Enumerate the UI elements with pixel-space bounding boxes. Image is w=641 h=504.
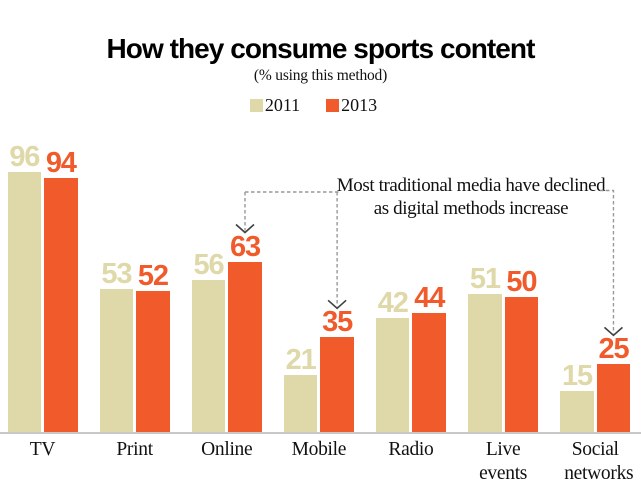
value-label-live-events-2011: 51 <box>469 262 501 295</box>
legend: 2011 2013 <box>0 95 634 116</box>
bar-mobile-2011 <box>283 375 318 432</box>
category-label-radio: Radio <box>388 439 434 460</box>
bar-social-networks-2011 <box>560 391 594 432</box>
bar-mobile-2013 <box>320 337 354 432</box>
value-label-tv-2011: 96 <box>9 141 40 174</box>
value-label-radio-2013: 44 <box>414 281 445 314</box>
annotation: Most traditional media have declined as … <box>336 174 606 220</box>
legend-item-2013: 2013 <box>326 95 377 116</box>
category-label-print: Print <box>116 439 153 460</box>
value-label-tv-2013: 94 <box>45 146 77 179</box>
bar-print-2011 <box>99 288 134 432</box>
bar-online-2011 <box>191 280 226 432</box>
chart-subtitle: (% using this method) <box>253 67 388 84</box>
value-label-social-networks-2013: 25 <box>598 333 630 366</box>
chart-title: How they consume sports content <box>106 33 536 64</box>
category-label-tv: TV <box>29 439 56 460</box>
legend-label-2013: 2013 <box>341 95 378 115</box>
category-label-live-events: Live events <box>479 439 528 484</box>
value-label-mobile-2013: 35 <box>322 306 353 339</box>
legend-swatch-2011 <box>249 99 263 112</box>
value-label-print-2011: 53 <box>101 257 132 290</box>
legend-item-2011: 2011 <box>249 95 301 116</box>
bar-live-events-2013 <box>504 296 539 432</box>
category-label-mobile: Mobile <box>291 439 347 460</box>
value-label-online-2011: 56 <box>193 249 225 282</box>
annotation-line-1: Most traditional media have declined <box>336 175 606 196</box>
value-label-online-2013: 63 <box>230 230 261 263</box>
value-label-social-networks-2011: 15 <box>562 360 593 393</box>
legend-label-2011: 2011 <box>264 95 301 115</box>
value-label-mobile-2011: 21 <box>285 344 317 377</box>
bar-radio-2011 <box>375 318 410 432</box>
value-label-radio-2011: 42 <box>377 287 409 320</box>
bar-radio-2013 <box>412 312 446 432</box>
bar-social-networks-2013 <box>596 364 631 432</box>
annotation-line-2: as digital methods increase <box>373 198 569 219</box>
value-label-live-events-2013: 50 <box>506 265 537 298</box>
bar-tv-2013 <box>44 177 78 432</box>
bar-online-2013 <box>228 261 262 432</box>
category-label-social-networks: Social networks <box>564 439 634 484</box>
bar-tv-2011 <box>7 172 41 432</box>
x-axis-baseline <box>0 432 641 434</box>
legend-swatch-2013 <box>326 99 340 112</box>
bar-live-events-2011 <box>468 293 502 432</box>
category-label-online: Online <box>201 439 253 460</box>
value-label-print-2013: 52 <box>137 260 169 293</box>
bar-print-2013 <box>136 291 170 432</box>
